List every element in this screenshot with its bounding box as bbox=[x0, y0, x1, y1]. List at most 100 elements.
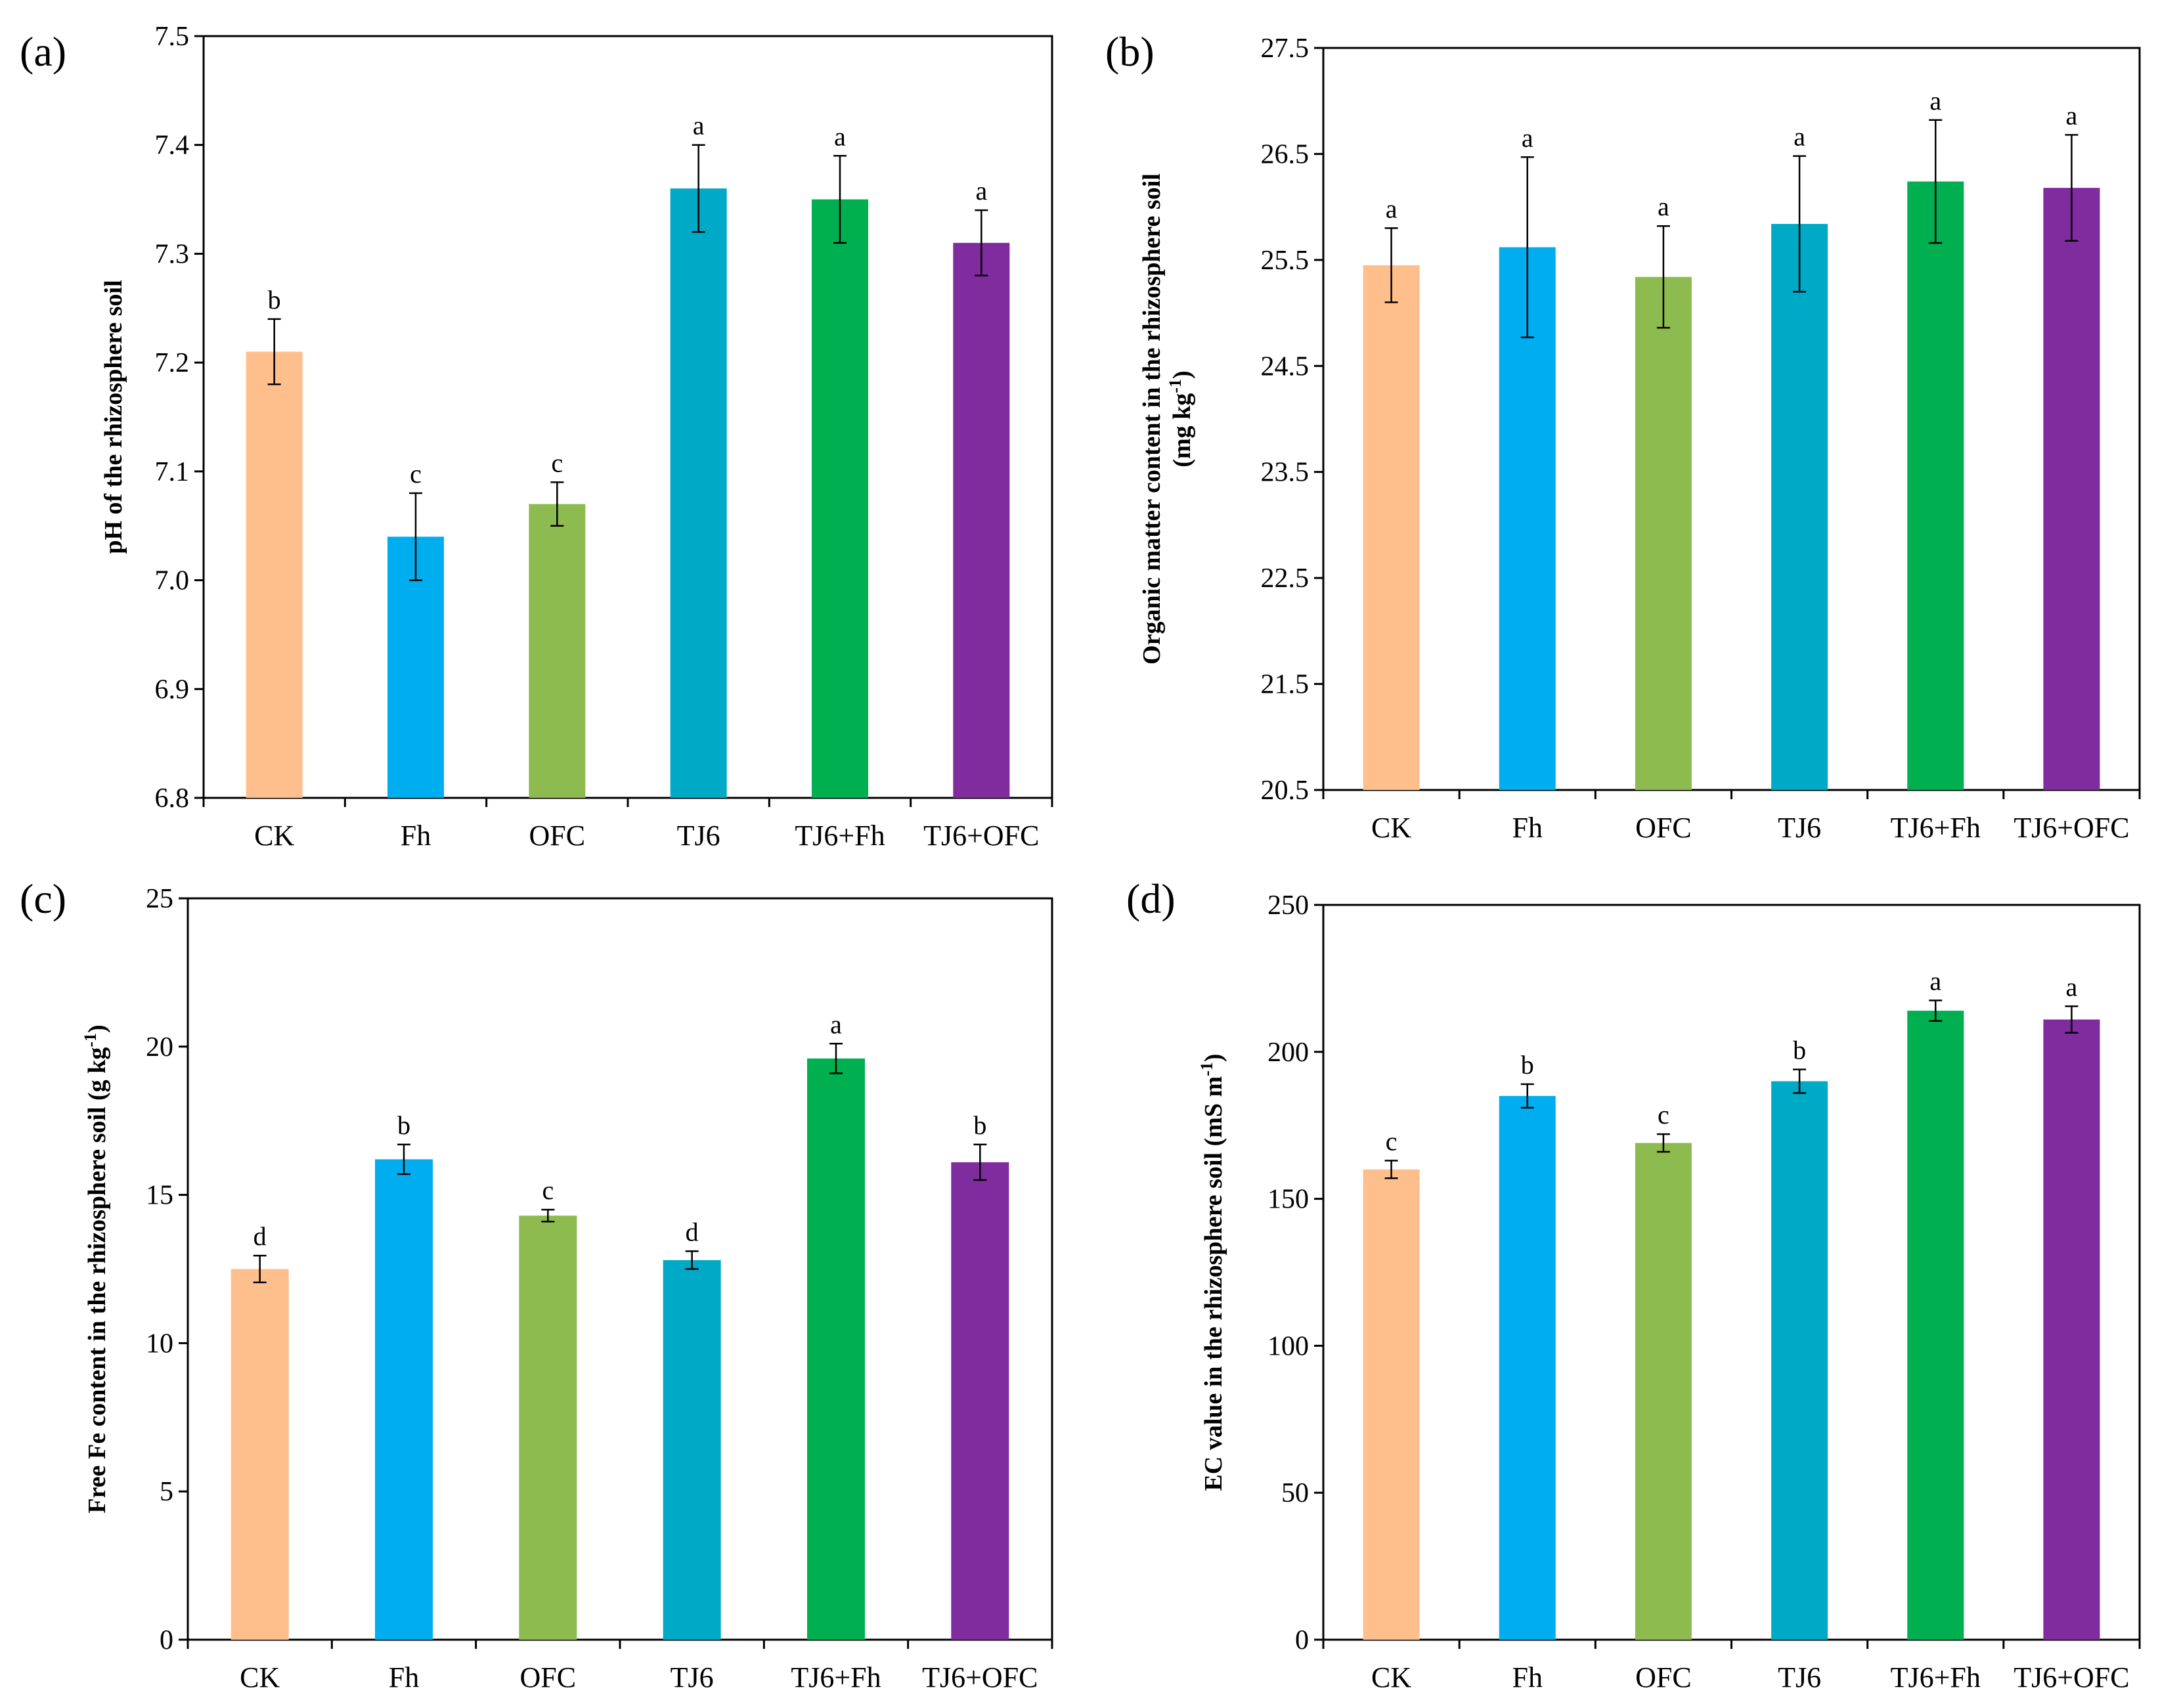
y-tick-label: 20 bbox=[146, 1032, 173, 1062]
bar-tj6 bbox=[670, 188, 727, 798]
bar-tj6-plus-fh bbox=[807, 1058, 865, 1640]
y-tick-label: 0 bbox=[160, 1625, 173, 1655]
y-tick-label: 22.5 bbox=[1261, 563, 1310, 594]
y-tick-label: 25 bbox=[146, 884, 173, 914]
y-tick-label: 7.4 bbox=[155, 131, 190, 161]
x-category-label: OFC bbox=[1635, 812, 1692, 844]
significance-letter: b bbox=[397, 1110, 410, 1140]
significance-letter: c bbox=[551, 448, 563, 477]
x-category-label: OFC bbox=[520, 1661, 577, 1694]
chart-b: (b) 20.5 21.5 22.5 23.5 24.5 25.5 26.5 27.5 a CK a F… bbox=[1105, 28, 2141, 844]
bar-ck bbox=[246, 351, 303, 798]
plot-frame bbox=[202, 35, 1053, 799]
x-category-label: CK bbox=[254, 820, 294, 852]
significance-letter: a bbox=[2066, 100, 2078, 130]
panel-label: (a) bbox=[20, 28, 66, 75]
units-close: ) bbox=[1200, 1054, 1227, 1062]
y-tick-label: 7.3 bbox=[155, 239, 190, 269]
y-tick-label: 50 bbox=[1281, 1478, 1309, 1508]
units-close: ) bbox=[1168, 370, 1196, 379]
bar-ck bbox=[231, 1269, 289, 1640]
plot-frame bbox=[1322, 904, 2141, 1641]
significance-letter: a bbox=[1658, 192, 1669, 221]
x-category-label: OFC bbox=[529, 820, 586, 852]
y-tick-label: 21.5 bbox=[1261, 670, 1310, 700]
y-tick-label: 23.5 bbox=[1261, 458, 1310, 488]
significance-letter: a bbox=[830, 1009, 842, 1039]
x-category-label: TJ6+Fh bbox=[1891, 1661, 1981, 1694]
y-tick-label: 6.9 bbox=[155, 674, 190, 705]
bar-tj6-plus-ofc bbox=[2043, 188, 2100, 791]
y-tick-label: 25.5 bbox=[1261, 246, 1310, 276]
plot-frame bbox=[187, 897, 1053, 1641]
x-category-label: TJ6 bbox=[1778, 812, 1821, 844]
y-tick-label: 10 bbox=[146, 1328, 173, 1359]
y-axis-title: EC value in the rhizosphere soil (mS m-1… bbox=[1197, 1054, 1227, 1491]
y-tick-label: 100 bbox=[1267, 1331, 1309, 1361]
y-tick-label: 7.0 bbox=[155, 566, 190, 596]
units-superscript: -1 bbox=[81, 1033, 100, 1047]
significance-letter: c bbox=[1386, 1126, 1398, 1156]
bar-tj6 bbox=[663, 1259, 721, 1640]
y-tick-label: 6.8 bbox=[155, 783, 190, 814]
y-tick-label: 26.5 bbox=[1261, 139, 1310, 169]
significance-letter: a bbox=[2066, 972, 2078, 1001]
x-category-label: TJ6 bbox=[1778, 1661, 1821, 1694]
significance-letter: a bbox=[834, 121, 846, 151]
bar-tj6-plus-ofc bbox=[951, 1162, 1009, 1640]
significance-letter: a bbox=[693, 111, 705, 141]
y-axis-title: Free Fe content in the rhizosphere soil … bbox=[81, 1024, 111, 1513]
x-category-label: CK bbox=[1371, 812, 1411, 844]
significance-letter: c bbox=[410, 459, 422, 489]
bar-tj6-plus-ofc bbox=[2043, 1019, 2100, 1640]
panel-label: (b) bbox=[1105, 28, 1155, 75]
y-tick-label: 0 bbox=[1295, 1625, 1309, 1655]
y-axis-title-text: EC value in the rhizosphere soil (mS m bbox=[1200, 1076, 1227, 1491]
x-category-label: TJ6+OFC bbox=[2014, 812, 2129, 844]
x-category-label: TJ6+Fh bbox=[791, 1661, 881, 1694]
significance-letter: b bbox=[1521, 1050, 1534, 1080]
bar-ofc bbox=[529, 504, 586, 798]
bar-tj6-plus-fh bbox=[1907, 1011, 1964, 1640]
y-tick-label: 20.5 bbox=[1261, 776, 1310, 806]
y-tick-label: 5 bbox=[160, 1477, 173, 1507]
x-category-label: TJ6+OFC bbox=[2014, 1661, 2129, 1694]
bar-ofc bbox=[1635, 276, 1692, 791]
significance-letter: a bbox=[1522, 123, 1533, 152]
x-category-label: TJ6+OFC bbox=[923, 820, 1039, 852]
y-tick-label: 250 bbox=[1267, 890, 1309, 921]
chart-a: (a) 6.8 6.9 7.0 7.1 7.2 7.3 7.4 7.5 b CK c Fh c OFC a TJ… bbox=[20, 22, 1053, 852]
x-category-label: TJ6+Fh bbox=[1891, 812, 1981, 844]
y-axis-title: Organic matter content in the rhizospher… bbox=[1138, 173, 1166, 665]
significance-letter: c bbox=[542, 1175, 554, 1205]
x-category-label: OFC bbox=[1635, 1661, 1692, 1694]
significance-letter: c bbox=[1658, 1100, 1669, 1129]
significance-letter: a bbox=[1929, 86, 1941, 116]
significance-letter: a bbox=[1794, 122, 1805, 152]
y-tick-label: 24.5 bbox=[1261, 351, 1310, 382]
x-category-label: CK bbox=[1371, 1661, 1411, 1694]
x-category-label: CK bbox=[240, 1661, 280, 1694]
y-axis-title-text: Free Fe content in the rhizosphere soil … bbox=[83, 1047, 111, 1514]
y-tick-label: 7.1 bbox=[155, 457, 190, 487]
x-category-label: TJ6+Fh bbox=[795, 820, 885, 852]
bar-tj6-plus-fh bbox=[1907, 181, 1964, 790]
significance-letter: a bbox=[1386, 194, 1398, 223]
y-tick-label: 150 bbox=[1267, 1185, 1309, 1215]
x-category-label: TJ6 bbox=[671, 1661, 714, 1694]
significance-letter: a bbox=[975, 176, 987, 206]
bar-ck bbox=[1363, 265, 1420, 790]
y-tick-label: 7.2 bbox=[155, 348, 190, 378]
panel-label: (d) bbox=[1126, 875, 1176, 922]
x-category-label: TJ6 bbox=[677, 820, 720, 852]
x-category-label: Fh bbox=[401, 820, 431, 852]
bar-fh bbox=[375, 1159, 433, 1640]
x-category-label: Fh bbox=[1512, 812, 1543, 844]
significance-letter: a bbox=[1929, 966, 1941, 996]
y-axis-title-units: (mg kg-1) bbox=[1166, 370, 1196, 467]
y-tick-label: 15 bbox=[146, 1181, 173, 1211]
bar-ck bbox=[1363, 1169, 1420, 1640]
significance-letter: d bbox=[686, 1217, 699, 1246]
significance-letter: b bbox=[1793, 1036, 1806, 1065]
